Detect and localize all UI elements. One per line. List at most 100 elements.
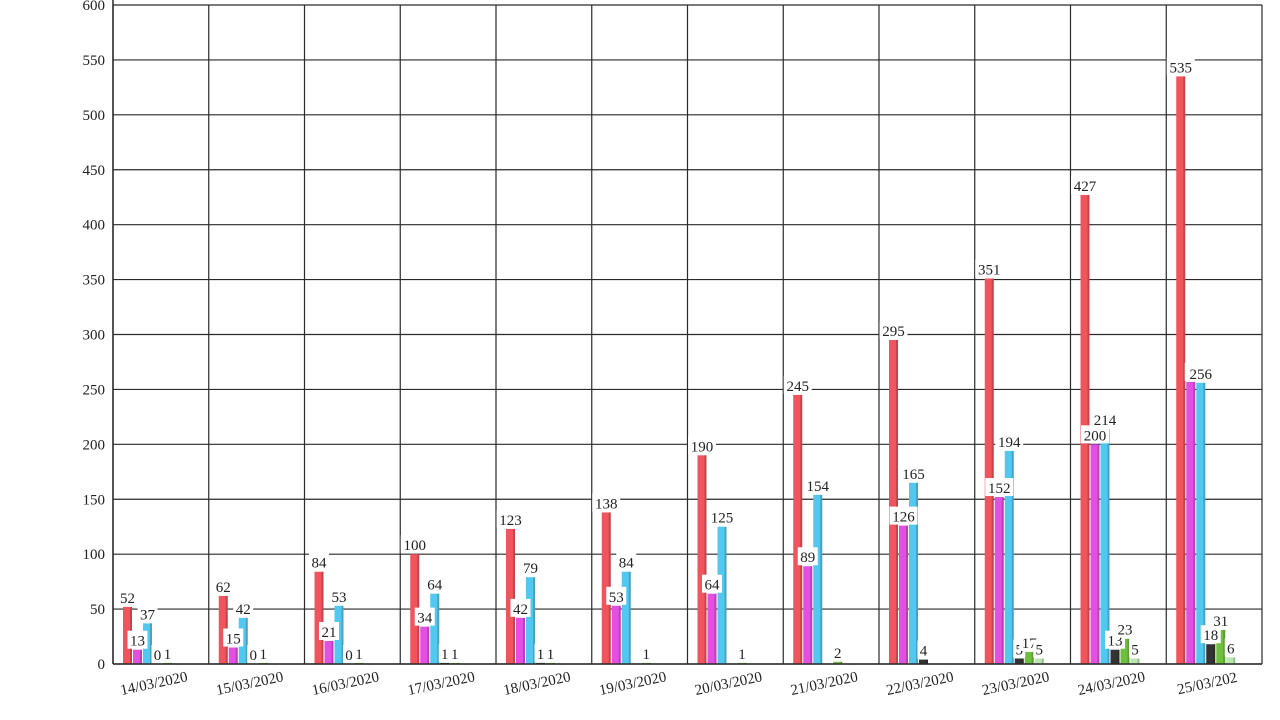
data-label: 84	[312, 556, 328, 572]
bar-shade	[1183, 76, 1186, 665]
y-tick-label: 400	[83, 218, 106, 234]
bar-shade	[1137, 658, 1140, 664]
data-label-bg	[520, 558, 541, 577]
data-label: 89	[800, 550, 815, 566]
x-tick-label: 16/03/2020	[310, 669, 380, 699]
data-label: 123	[499, 513, 522, 529]
data-label-bg	[889, 506, 918, 525]
x-tick-label: 21/03/2020	[789, 669, 859, 699]
bar-shade	[1031, 651, 1034, 664]
bars	[123, 76, 1236, 665]
bar-shade	[1213, 644, 1216, 664]
y-tick-label: 350	[83, 273, 106, 289]
data-label: 351	[978, 262, 1001, 278]
bar	[833, 661, 843, 664]
data-label-bg	[151, 645, 164, 663]
data-label-bg	[1115, 619, 1135, 638]
data-label: 138	[595, 496, 618, 512]
bar-shade	[820, 494, 823, 664]
bar	[984, 278, 994, 664]
bar-shade	[704, 455, 707, 664]
y-tick-label: 50	[90, 602, 105, 618]
data-label-bg	[510, 598, 531, 617]
bar-shade	[916, 482, 918, 664]
bar-shade	[714, 593, 717, 664]
data-label-bg	[343, 645, 355, 663]
y-tick-label: 200	[83, 437, 106, 453]
bar-shade	[810, 566, 813, 664]
data-label: 126	[892, 510, 915, 526]
data-label-bg	[899, 463, 928, 482]
bar-shade	[1117, 649, 1120, 664]
data-label-bg	[592, 493, 621, 512]
bar	[1226, 657, 1236, 664]
data-label-bg	[544, 643, 557, 662]
bar-shade	[427, 626, 430, 664]
data-label-bg	[1166, 57, 1195, 76]
bar	[1196, 382, 1206, 664]
data-label: 214	[1094, 413, 1117, 429]
data-label: 295	[882, 324, 905, 340]
data-label: 152	[988, 481, 1011, 497]
data-label: 200	[1084, 428, 1107, 444]
x-tick-label: 22/03/2020	[885, 669, 955, 699]
bar	[1090, 444, 1100, 664]
data-label-bg	[137, 604, 158, 623]
data-label-bg	[1200, 625, 1221, 644]
x-tick-label: 24/03/2020	[1076, 669, 1146, 699]
data-label-bg	[329, 586, 349, 605]
bar-shade	[245, 617, 248, 664]
bar	[1100, 428, 1110, 664]
bar-shade	[1001, 497, 1004, 664]
bar	[919, 659, 928, 664]
bar-shade	[331, 640, 334, 664]
data-label: 15	[226, 632, 241, 648]
y-tick-label: 100	[83, 547, 106, 563]
data-label: 1	[441, 647, 449, 663]
data-label: 0	[250, 648, 258, 664]
grid-lines	[112, 4, 1263, 665]
bar-shade	[991, 278, 994, 664]
data-label-bg	[616, 552, 637, 571]
data-label: 194	[998, 435, 1021, 451]
data-label-bg	[797, 547, 818, 566]
data-label: 1	[537, 647, 545, 663]
bar	[1004, 450, 1014, 664]
data-label: 154	[807, 479, 830, 495]
data-label-bg	[534, 643, 547, 662]
bar-shade	[1021, 658, 1024, 664]
bar-shade	[906, 525, 908, 664]
data-label: 21	[322, 625, 337, 641]
data-label: 1	[643, 647, 651, 663]
bar	[1120, 638, 1130, 664]
bar	[420, 626, 430, 664]
data-label: 13	[130, 634, 145, 650]
data-label: 100	[404, 538, 427, 554]
bar	[1024, 651, 1034, 664]
bar-shade	[1203, 382, 1206, 664]
data-label: 245	[787, 379, 810, 395]
data-label-bg	[1210, 610, 1231, 629]
bar	[228, 647, 238, 664]
y-axis: 0 50 100 150 200 250 300 350 400 450 500 550 600	[83, 0, 114, 673]
y-tick-label: 450	[83, 163, 106, 179]
bar-shade	[1097, 444, 1100, 664]
data-label: 31	[1213, 614, 1228, 630]
bar	[1014, 658, 1024, 664]
data-label-bg	[117, 587, 138, 606]
data-label: 53	[332, 590, 347, 606]
data-label-bg	[831, 642, 844, 661]
data-label-bg	[708, 507, 736, 526]
bar	[324, 640, 334, 664]
bar-shade	[235, 647, 238, 664]
data-label-bg	[640, 643, 653, 662]
bar	[314, 571, 324, 664]
data-label: 0	[345, 648, 353, 664]
bar-shade	[724, 526, 727, 664]
bar	[909, 482, 918, 664]
data-label-bg	[985, 478, 1014, 497]
bar	[813, 494, 823, 664]
bar	[516, 617, 525, 664]
